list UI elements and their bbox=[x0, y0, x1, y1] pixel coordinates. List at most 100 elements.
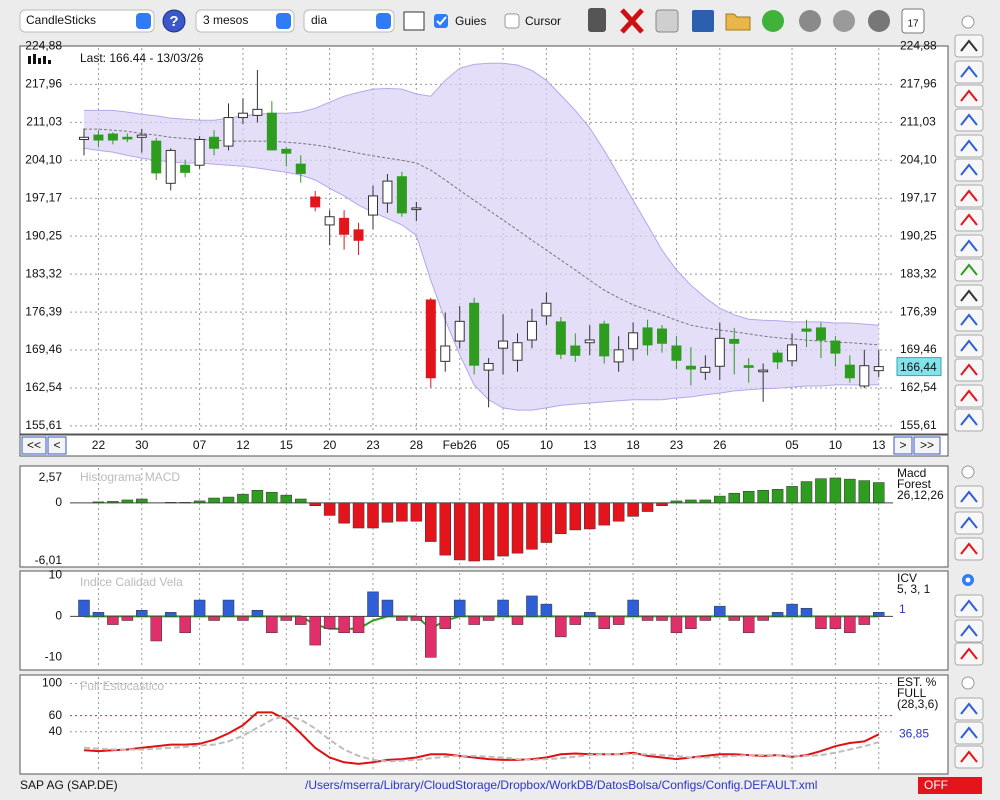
tool-button[interactable] bbox=[954, 358, 984, 382]
tool-button[interactable] bbox=[954, 745, 984, 769]
plot-area bbox=[70, 677, 893, 772]
tool-button[interactable] bbox=[954, 408, 984, 432]
tool-button[interactable] bbox=[954, 537, 984, 561]
tool-button[interactable] bbox=[954, 511, 984, 535]
delete-button[interactable] bbox=[620, 8, 644, 34]
bar bbox=[121, 499, 134, 504]
bar bbox=[511, 616, 524, 625]
tool-button[interactable] bbox=[954, 234, 984, 258]
bar bbox=[569, 616, 582, 625]
candle-body bbox=[541, 302, 552, 317]
bar bbox=[208, 497, 220, 504]
tool-glyph bbox=[960, 163, 978, 176]
radio[interactable] bbox=[961, 465, 975, 479]
symbol: SAP AG (SAP.DE) bbox=[20, 778, 118, 792]
y-tick-label-right: 155,61 bbox=[900, 418, 937, 432]
open-button[interactable] bbox=[725, 13, 751, 31]
tool-button[interactable] bbox=[954, 642, 984, 666]
tool-button[interactable] bbox=[954, 721, 984, 745]
save-button[interactable] bbox=[692, 10, 714, 32]
bar bbox=[771, 489, 784, 504]
tool-button[interactable] bbox=[954, 208, 984, 232]
candle-body bbox=[758, 369, 769, 373]
help-button[interactable] bbox=[162, 9, 186, 33]
tool-button[interactable] bbox=[954, 619, 984, 643]
x-tick-label: 23 bbox=[366, 438, 380, 452]
radio[interactable] bbox=[961, 15, 975, 29]
bar bbox=[685, 499, 697, 504]
bar bbox=[208, 616, 220, 621]
next-button[interactable] bbox=[893, 436, 913, 455]
bar bbox=[728, 492, 740, 504]
candle-body bbox=[743, 365, 754, 368]
trash-button[interactable] bbox=[588, 8, 606, 32]
tool-button[interactable] bbox=[954, 60, 984, 84]
tool-button[interactable] bbox=[954, 158, 984, 182]
prev-button[interactable] bbox=[47, 436, 67, 455]
bar bbox=[742, 616, 755, 634]
bar bbox=[873, 482, 885, 504]
calendar-button[interactable] bbox=[901, 8, 925, 34]
sync-button[interactable] bbox=[799, 10, 821, 32]
bar bbox=[482, 502, 495, 561]
tool-button[interactable] bbox=[954, 34, 984, 58]
refresh-button[interactable] bbox=[762, 10, 784, 32]
bar bbox=[526, 595, 538, 617]
bar bbox=[815, 478, 827, 504]
bar bbox=[584, 502, 596, 530]
candle-body bbox=[526, 320, 537, 341]
band-lower bbox=[83, 147, 879, 411]
series-line bbox=[83, 714, 880, 763]
x-tick-label: 10 bbox=[540, 438, 554, 452]
tool-button[interactable] bbox=[954, 594, 984, 618]
currency-button[interactable] bbox=[833, 10, 855, 32]
tool-button[interactable] bbox=[954, 334, 984, 358]
y-tick-label: 190,25 bbox=[25, 228, 62, 242]
plot-area bbox=[70, 48, 893, 432]
bar bbox=[598, 502, 610, 526]
tool-button[interactable] bbox=[954, 258, 984, 282]
cursor-checkbox[interactable] bbox=[504, 13, 520, 29]
bar bbox=[497, 502, 509, 557]
last-price-box bbox=[896, 357, 942, 377]
first-button[interactable] bbox=[21, 436, 47, 455]
tool-button[interactable] bbox=[954, 108, 984, 132]
period-select[interactable] bbox=[195, 9, 295, 33]
candle-body bbox=[411, 207, 422, 211]
y-tick-label: 224,88 bbox=[25, 39, 62, 53]
candle-body bbox=[324, 216, 335, 226]
radio[interactable] bbox=[961, 676, 975, 690]
bar bbox=[222, 599, 235, 617]
chart-icon[interactable] bbox=[403, 11, 425, 31]
tool-button[interactable] bbox=[954, 308, 984, 332]
bar bbox=[858, 616, 871, 625]
candle-body bbox=[685, 365, 696, 370]
bar bbox=[569, 502, 582, 531]
tool-button[interactable] bbox=[954, 134, 984, 158]
bar bbox=[526, 502, 538, 550]
chart-type-select[interactable] bbox=[19, 9, 155, 33]
tool-button[interactable] bbox=[954, 384, 984, 408]
tool-button[interactable] bbox=[954, 697, 984, 721]
candle-body bbox=[151, 140, 162, 174]
bar bbox=[699, 499, 712, 504]
tool-button[interactable] bbox=[954, 184, 984, 208]
bar bbox=[396, 502, 408, 522]
candle-body bbox=[165, 149, 176, 184]
bar bbox=[237, 616, 249, 621]
tool-glyph bbox=[960, 113, 978, 126]
interval-select[interactable] bbox=[303, 9, 395, 33]
candle-body bbox=[570, 345, 581, 356]
bar bbox=[237, 493, 249, 504]
next-label: > bbox=[899, 438, 906, 452]
tool-button[interactable] bbox=[954, 485, 984, 509]
candle-body bbox=[136, 134, 147, 138]
tool-button[interactable] bbox=[954, 84, 984, 108]
settings-button[interactable] bbox=[868, 10, 890, 32]
guides-checkbox[interactable] bbox=[434, 14, 448, 28]
print-button[interactable] bbox=[655, 9, 679, 33]
y-tick-label-right: 169,46 bbox=[900, 342, 937, 356]
tool-button[interactable] bbox=[954, 284, 984, 308]
last-button[interactable] bbox=[913, 436, 941, 455]
